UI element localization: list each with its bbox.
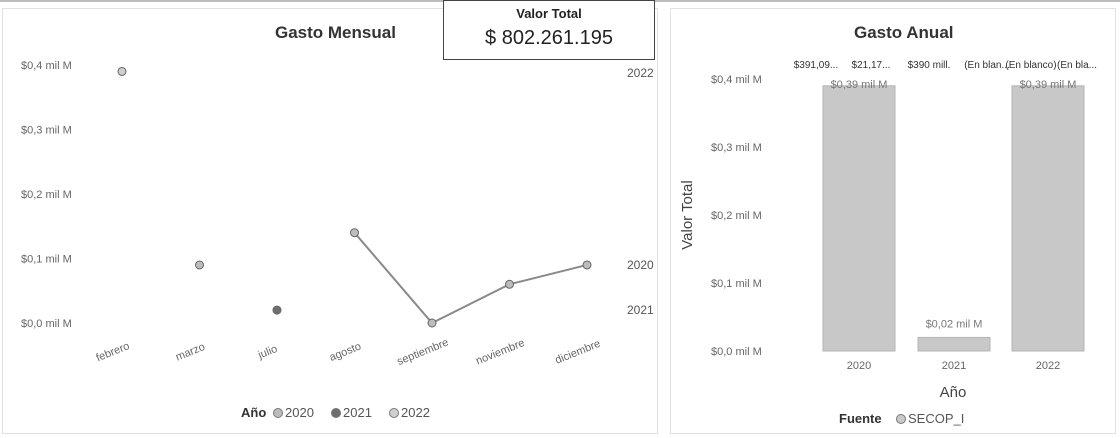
data-point-2020-agosto: [350, 228, 359, 238]
series-end-label: 2020: [627, 258, 654, 272]
y-tick-label: $0,2 mil M: [21, 189, 72, 201]
x-axis-label: Año: [940, 384, 967, 401]
bar-2022: [1011, 85, 1085, 352]
data-point-2020-diciembre: [582, 260, 592, 270]
x-tick-label: agosto: [328, 340, 363, 363]
y-tick-label: $0,0 mil M: [21, 318, 72, 330]
x-tick-label: 2022: [1036, 360, 1060, 372]
legend-marker: [896, 414, 906, 424]
y-tick-label: $0,4 mil M: [711, 74, 762, 86]
total-value-label: Valor Total: [516, 6, 582, 21]
y-tick-label: $0,1 mil M: [711, 278, 762, 290]
data-point-2020-septiembre: [427, 318, 437, 328]
overlay-label: (En blanco): [1005, 60, 1056, 71]
monthly-chart-title: Gasto Mensual: [275, 23, 396, 42]
monthly-chart-plot: $0,4 mil M $0,3 mil M $0,2 mil M $0,1 mil M…: [21, 60, 654, 420]
legend-label: SECOP_I: [908, 411, 964, 426]
data-point-2020-noviembre: [505, 279, 514, 289]
data-point-2020-marzo: [195, 260, 204, 270]
x-tick-label: julio: [256, 343, 280, 362]
legend-title: Año: [241, 405, 266, 420]
total-value-card: Valor Total $ 802.261.195: [443, 0, 655, 60]
y-tick-label: $0,3 mil M: [21, 125, 72, 137]
x-tick-label: septiembre: [395, 336, 450, 368]
x-tick-label: 2020: [847, 360, 871, 372]
x-tick-label: febrero: [94, 340, 131, 364]
series-line-2020: [353, 232, 588, 325]
data-point-2022-febrero: [117, 66, 127, 76]
series-end-label: 2021: [627, 303, 654, 317]
legend-marker-2022: [389, 408, 399, 418]
legend-marker-2021: [331, 408, 341, 418]
series-end-label: 2022: [627, 66, 654, 80]
data-point-2021-julio: [272, 305, 282, 315]
bar-data-label: $0,39 mil M: [831, 79, 888, 91]
bar-2021: [917, 336, 991, 352]
legend-title: Fuente: [839, 411, 882, 426]
y-tick-label: $0,1 mil M: [21, 254, 72, 266]
overlay-label: (En blan...: [964, 60, 1010, 71]
x-tick-label: diciembre: [554, 338, 603, 367]
y-tick-label: $0,3 mil M: [711, 142, 762, 154]
legend-marker-2020: [273, 408, 283, 418]
x-tick-label: noviembre: [474, 337, 526, 367]
overlay-label: $391,09...: [794, 60, 838, 71]
y-tick-label: $0,0 mil M: [711, 346, 762, 358]
overlay-label: $390 mill.: [908, 60, 951, 71]
total-value-amount: $ 802.261.195: [485, 27, 613, 49]
x-tick-label: marzo: [174, 341, 207, 364]
y-axis-label: Valor Total: [679, 180, 696, 250]
bar-2020: [822, 85, 896, 352]
y-tick-label: $0,4 mil M: [21, 60, 72, 72]
legend-label-2021: 2021: [343, 405, 372, 420]
bar-data-label: $0,39 mil M: [1020, 79, 1077, 91]
annual-spend-chart: Gasto Anual $0,4 mil M $0,3 mil M $0,2 mil…: [670, 8, 1116, 434]
overlay-label: (En bla...: [1057, 60, 1097, 71]
x-tick-label: 2021: [942, 360, 966, 372]
monthly-spend-chart: Gasto Mensual $0,4 mil M $0,3 mil M $0,2 m…: [2, 8, 658, 434]
annual-chart-plot: $0,4 mil M $0,3 mil M $0,2 mil M $0,1 mil M…: [679, 60, 1097, 426]
y-tick-label: $0,2 mil M: [711, 210, 762, 222]
annual-chart-title: Gasto Anual: [854, 23, 954, 42]
legend-label-2022: 2022: [401, 405, 430, 420]
overlay-label: $21,17...: [852, 60, 891, 71]
bar-data-label: $0,02 mil M: [926, 318, 983, 330]
legend-label-2020: 2020: [285, 405, 314, 420]
